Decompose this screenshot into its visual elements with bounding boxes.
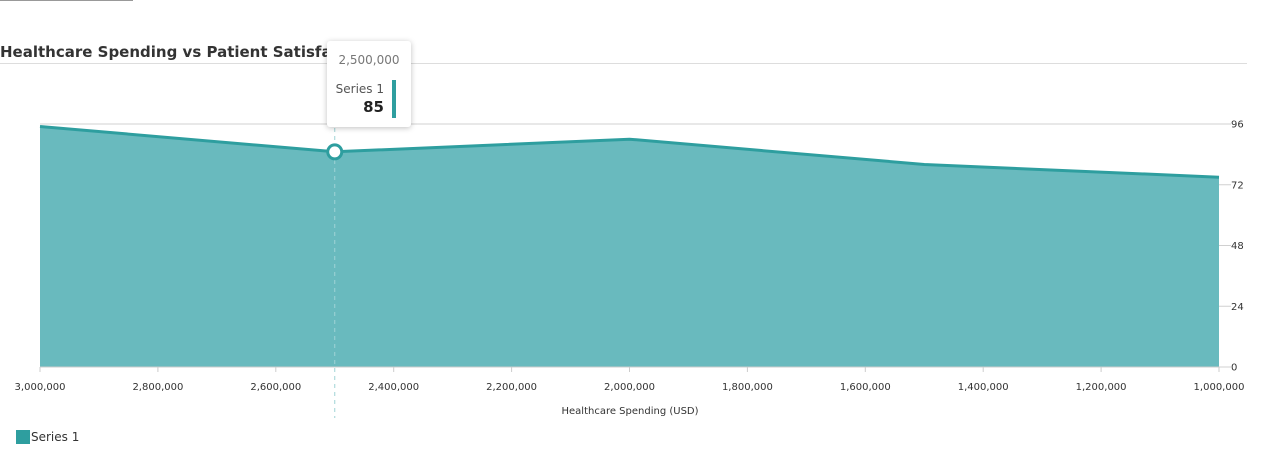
tooltip-series-color-bar: [392, 80, 396, 118]
data-point[interactable]: [1216, 174, 1222, 180]
series-area: [40, 127, 1219, 368]
x-tick-label: 1,600,000: [840, 382, 891, 393]
x-tick-label: 2,400,000: [368, 382, 419, 393]
x-tick-label: 1,400,000: [958, 382, 1009, 393]
x-tick-label: 1,000,000: [1194, 382, 1245, 393]
x-tick-label: 2,200,000: [486, 382, 537, 393]
data-point[interactable]: [37, 124, 43, 130]
y-tick-label: 24: [1231, 302, 1244, 313]
y-tick-label: 0: [1231, 363, 1237, 374]
tooltip-series-value: 85: [363, 98, 384, 116]
x-axis-ticks: 3,000,000 2,800,000 2,600,000 2,400,000 2,20…: [15, 367, 1245, 393]
x-tick-label: 2,600,000: [250, 382, 301, 393]
x-axis-label: Healthcare Spending (USD): [561, 406, 698, 417]
y-tick-label: 72: [1231, 180, 1244, 191]
data-point[interactable]: [627, 136, 633, 142]
tooltip-series-name: Series 1: [336, 82, 384, 96]
data-point[interactable]: [921, 162, 927, 168]
y-tick-label: 48: [1231, 241, 1244, 252]
tooltip-x-value: 2,500,000: [327, 53, 411, 67]
x-tick-label: 1,200,000: [1076, 382, 1127, 393]
legend[interactable]: Series 1: [16, 430, 79, 444]
data-tooltip: 2,500,000 Series 1 85: [327, 41, 411, 127]
x-tick-label: 2,800,000: [132, 382, 183, 393]
x-tick-label: 2,000,000: [604, 382, 655, 393]
y-axis-ticks: 0 24 48 72 96: [1231, 120, 1244, 374]
x-tick-label: 3,000,000: [15, 382, 66, 393]
hovered-point-marker[interactable]: [328, 145, 342, 159]
x-tick-label: 1,800,000: [722, 382, 773, 393]
legend-swatch: [16, 430, 30, 444]
legend-label-series-1[interactable]: Series 1: [31, 430, 79, 444]
y-tick-label: 96: [1231, 120, 1244, 131]
